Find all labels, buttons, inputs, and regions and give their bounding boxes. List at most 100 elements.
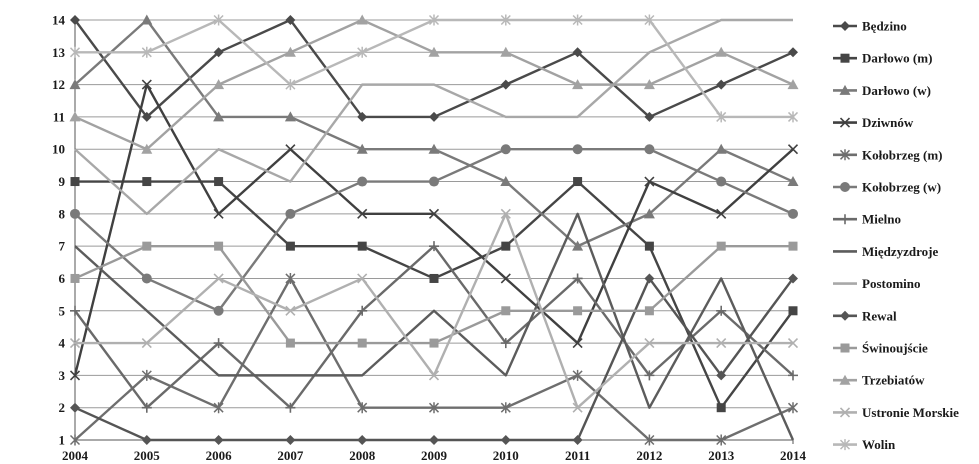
data-point-kolobrzeg-m <box>213 402 224 414</box>
legend-label: Postomino <box>862 276 921 291</box>
data-point-kolobrzeg-w <box>500 144 511 155</box>
data-point-kolobrzeg-w <box>429 176 439 187</box>
data-point-swinoujscie <box>142 241 152 251</box>
legend-entry-darlowo-m: Darłowo (m) <box>833 51 932 66</box>
data-point-dziwnow <box>141 79 152 90</box>
legend-marker <box>839 374 851 385</box>
legend-entry-wolin: Wolin <box>833 437 896 452</box>
legend-marker <box>840 343 850 353</box>
data-point-mielno <box>213 338 224 349</box>
data-point-darlowo-m <box>573 177 583 187</box>
data-point-kolobrzeg-m <box>285 272 296 284</box>
data-point-kolobrzeg-w <box>716 176 727 187</box>
data-point-ustronie-morskie <box>285 305 296 316</box>
data-point-rewal <box>70 402 80 413</box>
data-point-dziwnow <box>69 370 81 381</box>
legend-label: Darłowo (m) <box>862 51 932 66</box>
data-point-mielno <box>357 305 368 316</box>
series-mielno <box>70 241 798 413</box>
data-point-darlowo-w <box>69 79 81 90</box>
data-point-rewal <box>788 273 798 284</box>
data-point-kolobrzeg-m <box>141 369 152 381</box>
data-point-dziwnow <box>572 338 583 349</box>
series-postomino <box>74 18 793 216</box>
data-point-wolin <box>428 14 440 26</box>
data-point-swinoujscie <box>716 241 726 251</box>
legend-entry-kolobrzeg-w: Kołobrzeg (w) <box>833 180 941 195</box>
data-point-kolobrzeg-m <box>357 402 368 414</box>
legend-label: Będzino <box>862 19 907 34</box>
legend-label: Mielno <box>862 212 901 227</box>
data-point-rewal <box>429 435 439 445</box>
y-tick-label: 5 <box>59 303 66 318</box>
y-tick-label: 14 <box>52 13 66 28</box>
data-point-dziwnow <box>285 144 296 155</box>
series-layer <box>69 14 799 446</box>
data-point-kolobrzeg-w <box>788 208 798 219</box>
x-tick-label: 2012 <box>636 448 662 463</box>
data-point-dziwnow <box>500 273 511 284</box>
series-line-postomino <box>74 18 793 216</box>
data-point-dziwnow <box>716 208 727 219</box>
data-point-kolobrzeg-w <box>572 144 583 155</box>
data-point-swinoujscie <box>285 338 295 348</box>
data-point-kolobrzeg-m <box>500 402 511 414</box>
data-point-wolin <box>787 111 799 123</box>
data-point-mielno <box>70 305 80 316</box>
series-line-dziwnow <box>73 83 794 376</box>
data-point-trzebiatow <box>213 79 225 90</box>
data-point-mielno <box>500 338 511 349</box>
legend-entry-kolobrzeg-m: Kołobrzeg (m) <box>833 147 943 162</box>
data-point-ustronie-morskie <box>213 273 224 284</box>
data-point-darlowo-m <box>214 177 224 187</box>
y-tick-label: 7 <box>59 239 66 254</box>
legend-entry-ustronie-morskie: Ustronie Morskie <box>833 405 959 420</box>
data-point-bedzino <box>357 111 368 122</box>
y-tick-label: 9 <box>59 174 66 189</box>
series-line-miedzyzdroje <box>74 212 795 441</box>
data-point-trzebiatow <box>715 46 727 57</box>
data-point-ustronie-morskie <box>500 208 511 219</box>
series-rewal <box>70 273 798 445</box>
data-point-darlowo-m <box>501 241 511 251</box>
data-point-kolobrzeg-m <box>572 369 583 381</box>
data-point-swinoujscie <box>70 273 80 283</box>
data-point-wolin <box>69 46 81 58</box>
legend-marker <box>839 117 851 128</box>
data-point-kolobrzeg-w <box>644 144 655 155</box>
data-point-dziwnow <box>787 144 799 155</box>
legend-label: Międzyzdroje <box>862 244 939 259</box>
legend-marker <box>839 407 851 418</box>
data-point-bedzino <box>500 79 511 90</box>
legend-label: Kołobrzeg (m) <box>862 147 943 162</box>
data-point-darlowo-w <box>500 176 512 187</box>
legend-label: Wolin <box>862 437 896 452</box>
legend-marker <box>840 53 850 63</box>
data-point-mielno <box>285 402 296 413</box>
series-line-kolobrzeg-w <box>74 148 794 312</box>
series-ustronie-morskie <box>69 208 799 413</box>
legend-marker <box>840 214 850 225</box>
data-point-trzebiatow <box>787 79 799 90</box>
data-point-darlowo-m <box>142 177 152 187</box>
y-tick-label: 13 <box>52 45 66 60</box>
data-point-trzebiatow <box>572 79 584 90</box>
data-point-bedzino <box>572 47 583 58</box>
y-tick-label: 11 <box>53 109 65 124</box>
data-point-trzebiatow <box>141 143 153 154</box>
y-tick-label: 8 <box>59 206 66 221</box>
data-point-rewal <box>213 435 224 445</box>
data-point-darlowo-w <box>284 111 296 122</box>
data-point-rewal <box>285 435 296 445</box>
series-trzebiatow <box>69 14 799 154</box>
data-point-swinoujscie <box>357 338 367 348</box>
data-point-kolobrzeg-w <box>357 176 368 187</box>
data-point-rewal <box>141 435 152 445</box>
data-point-ustronie-morskie <box>787 338 799 349</box>
y-tick-label: 12 <box>52 77 65 92</box>
data-point-darlowo-m <box>285 241 295 251</box>
data-point-kolobrzeg-w <box>213 305 224 316</box>
series-kolobrzeg-m <box>69 272 799 446</box>
data-point-darlowo-m <box>716 403 726 413</box>
